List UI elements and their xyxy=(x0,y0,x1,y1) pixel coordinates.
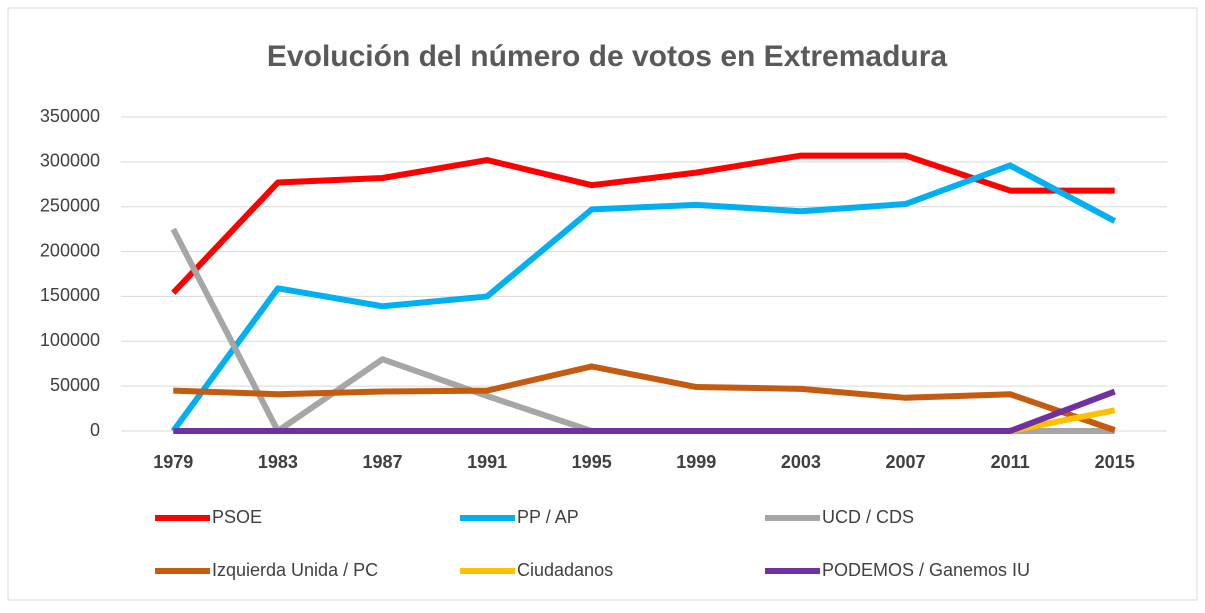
y-tick-label: 150000 xyxy=(40,285,100,305)
x-tick-label: 1995 xyxy=(572,452,612,472)
y-tick-label: 100000 xyxy=(40,330,100,350)
legend-label: Ciudadanos xyxy=(517,560,613,580)
x-tick-label: 2003 xyxy=(781,452,821,472)
series-line xyxy=(173,388,1116,434)
y-tick-label: 200000 xyxy=(40,240,100,260)
legend-label: Izquierda Unida / PC xyxy=(212,560,378,580)
x-tick-label: 1979 xyxy=(153,452,193,472)
series-line xyxy=(173,363,1116,433)
x-tick-label: 1983 xyxy=(258,452,298,472)
legend-label: PP / AP xyxy=(517,507,579,527)
chart-frame xyxy=(7,7,1198,601)
chart-title: Evolución del número de votos en Extrema… xyxy=(267,40,947,73)
y-tick-label: 0 xyxy=(90,420,100,440)
x-tick-label: 2007 xyxy=(885,452,925,472)
x-tick-label: 1999 xyxy=(676,452,716,472)
y-tick-label: 50000 xyxy=(50,375,100,395)
series-line xyxy=(170,162,1117,433)
legend-label: UCD / CDS xyxy=(822,507,914,527)
series-line xyxy=(171,152,1115,295)
legend-label: PODEMOS / Ganemos IU xyxy=(822,560,1030,580)
y-tick-label: 250000 xyxy=(40,195,100,215)
x-tick-label: 1991 xyxy=(467,452,507,472)
legend-label: PSOE xyxy=(212,507,262,527)
x-tick-label: 1987 xyxy=(362,452,402,472)
x-tick-label: 2015 xyxy=(1095,452,1135,472)
x-tick-label: 2011 xyxy=(991,452,1030,472)
y-tick-label: 350000 xyxy=(40,106,100,126)
y-tick-label: 300000 xyxy=(40,151,100,171)
